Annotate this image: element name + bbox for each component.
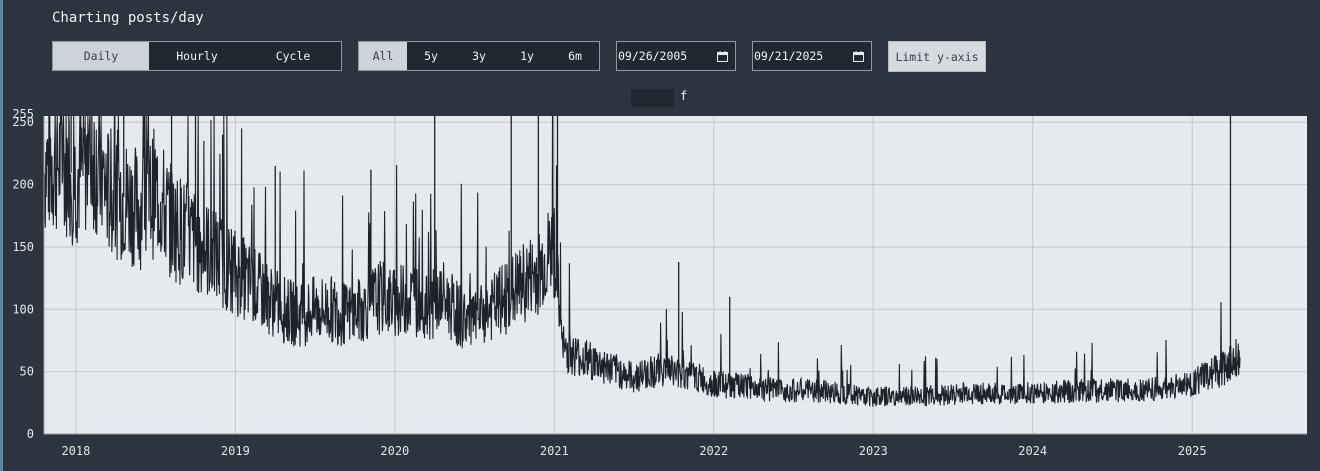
calendar-icon[interactable] bbox=[853, 51, 864, 62]
y-tick-label: 150 bbox=[12, 240, 34, 254]
x-tick-label: 2022 bbox=[699, 444, 728, 458]
tab-daily[interactable]: Daily bbox=[53, 42, 149, 70]
x-tick-label: 2018 bbox=[61, 444, 90, 458]
end-date-field[interactable]: 09/21/2025 bbox=[752, 41, 872, 71]
x-tick-label: 2023 bbox=[859, 444, 888, 458]
mode-tabs: Daily Hourly Cycle bbox=[52, 41, 342, 71]
limit-y-axis-button[interactable]: Limit y-axis bbox=[888, 41, 986, 72]
tab-range-3y[interactable]: 3y bbox=[455, 42, 503, 70]
x-tick-label: 2025 bbox=[1178, 444, 1207, 458]
range-tabs: All 5y 3y 1y 6m bbox=[358, 41, 600, 71]
series-line bbox=[43, 115, 1241, 407]
x-tick-label: 2019 bbox=[221, 444, 250, 458]
y-tick-label: 250 bbox=[12, 115, 34, 129]
x-tick-label: 2024 bbox=[1018, 444, 1047, 458]
y-tick-label: 0 bbox=[27, 427, 34, 441]
start-date-value: 09/26/2005 bbox=[618, 49, 688, 63]
start-date-field[interactable]: 09/26/2005 bbox=[616, 41, 736, 71]
y-tick-label: 200 bbox=[12, 178, 34, 192]
tab-range-5y[interactable]: 5y bbox=[407, 42, 455, 70]
tab-range-all[interactable]: All bbox=[359, 42, 407, 70]
calendar-icon[interactable] bbox=[717, 51, 728, 62]
legend-swatch[interactable] bbox=[631, 89, 674, 107]
end-date-value: 09/21/2025 bbox=[754, 49, 824, 63]
x-tick-label: 2021 bbox=[540, 444, 569, 458]
legend-label: f bbox=[680, 89, 688, 103]
y-tick-label: 50 bbox=[20, 365, 34, 379]
tab-range-6m[interactable]: 6m bbox=[551, 42, 599, 70]
tab-hourly[interactable]: Hourly bbox=[149, 42, 245, 70]
tab-cycle[interactable]: Cycle bbox=[245, 42, 341, 70]
window-edge bbox=[0, 0, 3, 471]
tab-range-1y[interactable]: 1y bbox=[503, 42, 551, 70]
y-max-label: 255 bbox=[12, 107, 34, 121]
page-title: Charting posts/day bbox=[52, 10, 204, 26]
y-tick-label: 100 bbox=[12, 302, 34, 316]
x-tick-label: 2020 bbox=[380, 444, 409, 458]
